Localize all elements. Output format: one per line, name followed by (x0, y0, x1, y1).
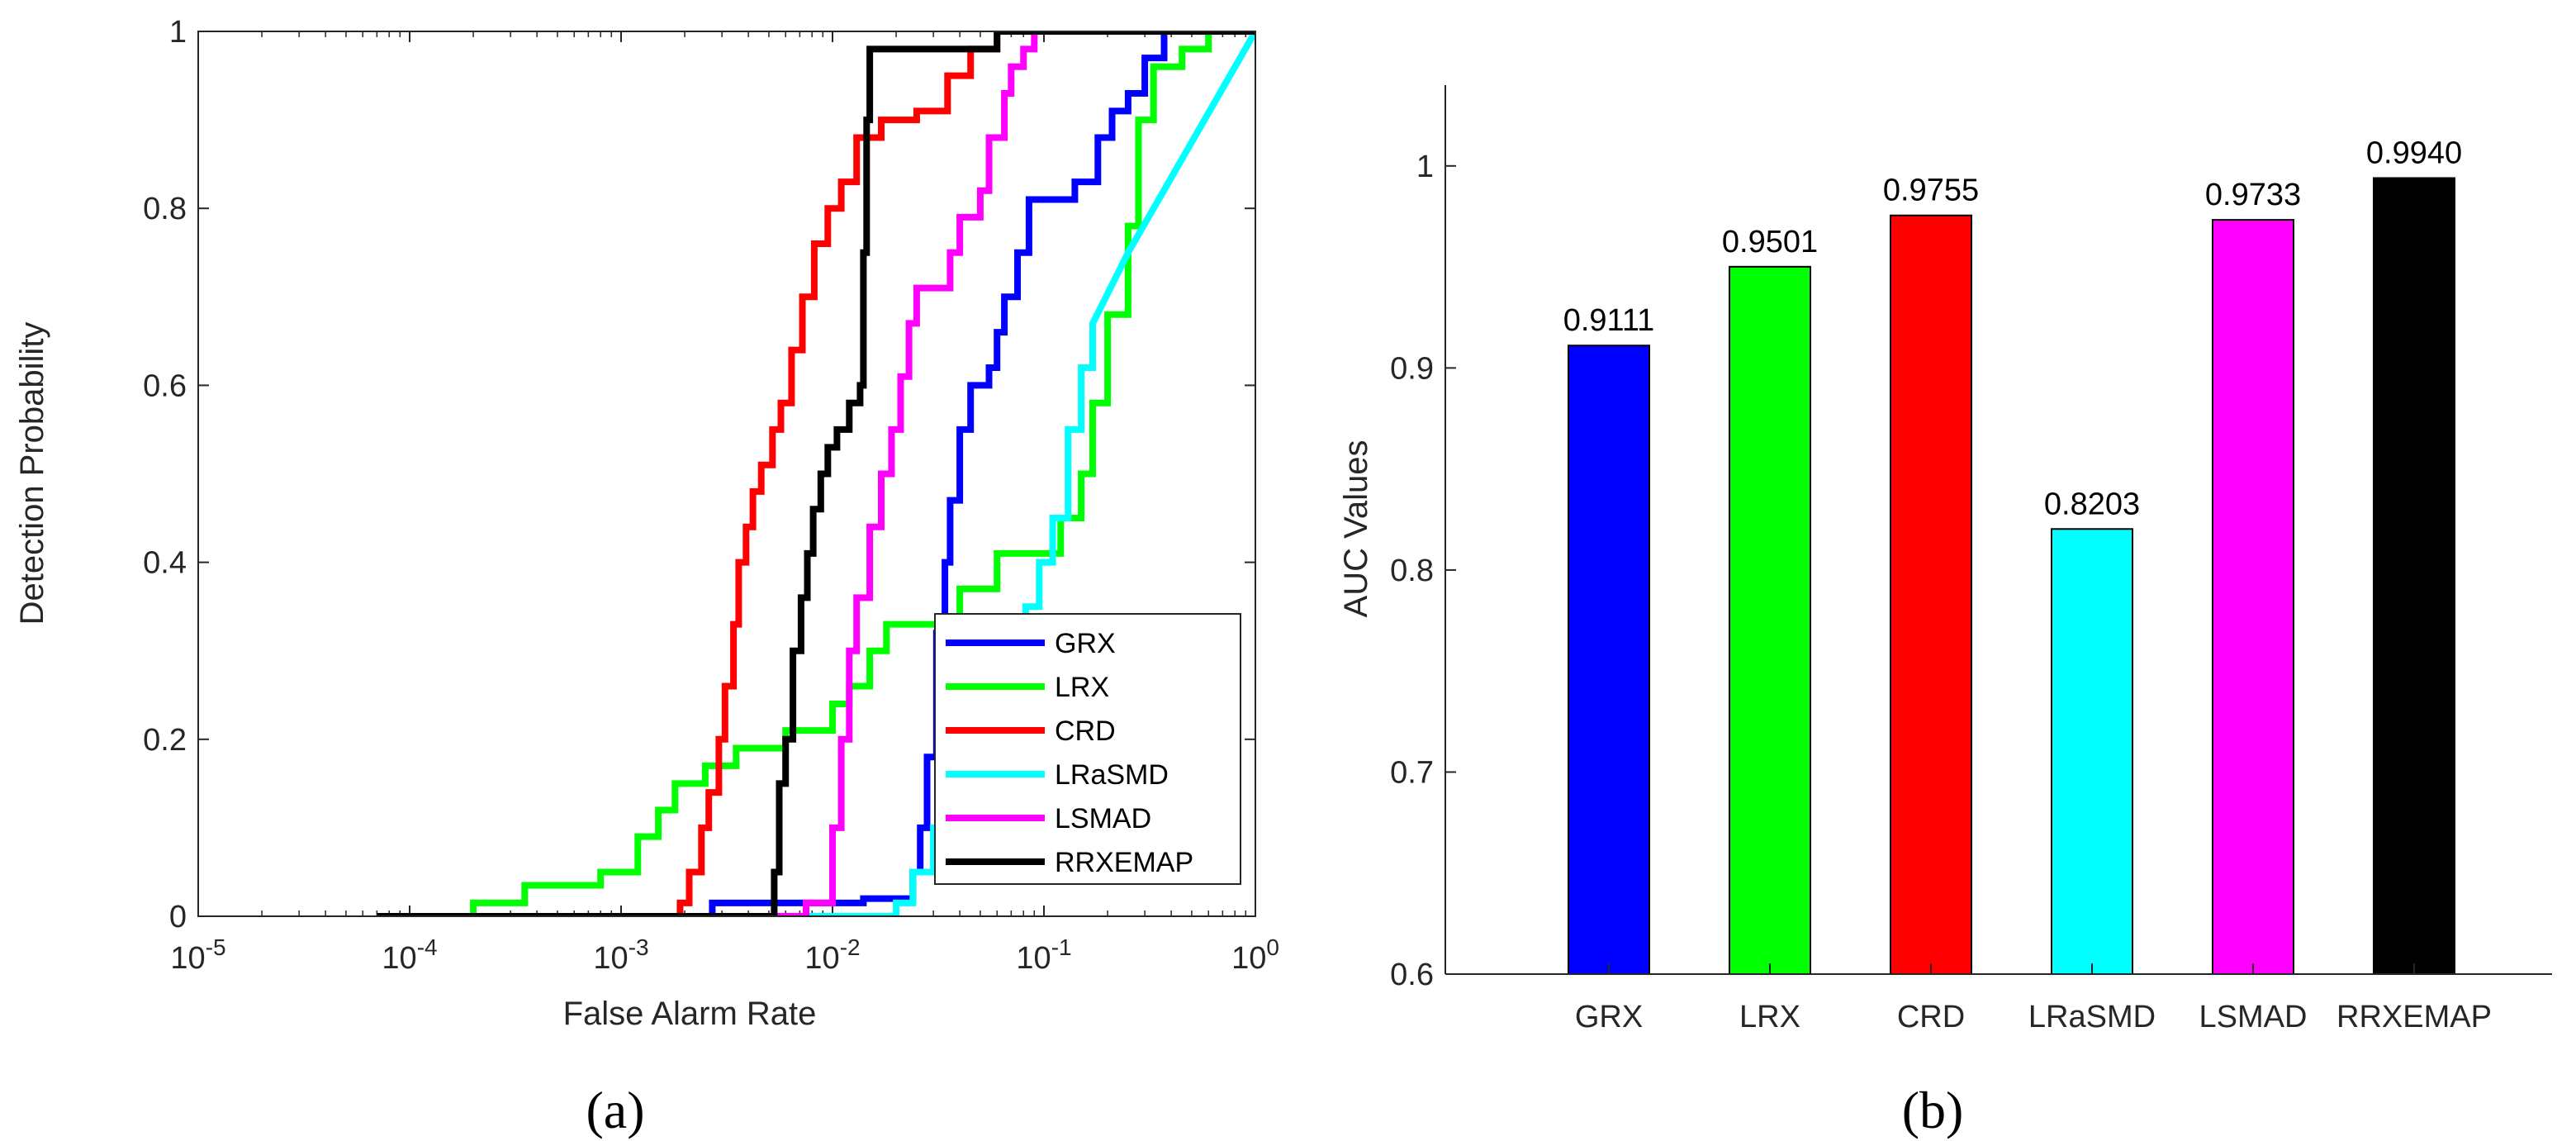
auc-y-tick-label: 0.9 (1390, 351, 1434, 386)
auc-category-label-lrx: LRX (1739, 1000, 1800, 1034)
roc-x-axis-label: False Alarm Rate (563, 996, 817, 1032)
roc-y-tick-label: 1 (169, 15, 187, 50)
auc-bars (1568, 177, 2455, 975)
auc-value-label-lrasmd: 0.8203 (2044, 487, 2140, 521)
auc-value-label-grx: 0.9111 (1563, 303, 1655, 338)
legend-label-crd: CRD (1055, 716, 1116, 747)
legend-label-lrasmd: LRaSMD (1055, 759, 1169, 791)
auc-value-label-lrx: 0.9501 (1722, 225, 1818, 259)
roc-line-lrx (377, 31, 1255, 916)
legend-label-lsmad: LSMAD (1055, 803, 1151, 834)
roc-x-tick-label: 100 (1231, 934, 1279, 976)
roc-line-lsmad (377, 31, 1255, 916)
auc-category-labels: GRX LRX CRD LRaSMD LSMAD RRXEMAP (1575, 963, 2492, 1034)
auc-value-label-lsmad: 0.9733 (2205, 178, 2301, 212)
auc-bar-rrxemap (2373, 177, 2455, 975)
auc-bar-grx (1568, 345, 1650, 975)
roc-legend: GRX LRX CRD LRaSMD LSMAD RRXEMAP (934, 613, 1241, 885)
auc-y-tick-label: 0.8 (1390, 554, 1434, 588)
auc-category-label-crd: CRD (1897, 1000, 1965, 1034)
legend-label-rrxemap: RRXEMAP (1055, 847, 1193, 878)
roc-x-tick-label: 10-4 (382, 934, 437, 976)
auc-y-tick-label: 1 (1416, 150, 1434, 184)
roc-y-tick-label: 0 (169, 900, 187, 934)
roc-chart: 10-5 10-4 10-3 10-2 10-1 100 0 0.2 0.4 0.6 0.8 1 F… (14, 15, 1279, 1139)
auc-category-label-rrxemap: RRXEMAP (2336, 1000, 2492, 1034)
panel-b-label: (b) (1902, 1081, 1964, 1139)
auc-bar-crd (1890, 214, 1972, 975)
roc-line-grx (377, 31, 1255, 916)
auc-y-tick-label: 0.6 (1390, 958, 1434, 992)
auc-category-label-grx: GRX (1575, 1000, 1643, 1034)
roc-y-tick-label: 0.8 (143, 192, 187, 226)
auc-category-label-lsmad: LSMAD (2199, 1000, 2308, 1034)
legend-label-grx: GRX (1055, 628, 1116, 659)
auc-value-labels: 0.9111 0.9501 0.9755 0.8203 0.9733 0.9940 (1563, 135, 2462, 521)
roc-axes-box (197, 31, 1256, 917)
roc-x-tick-label: 10-3 (593, 934, 648, 976)
roc-y-tick-label: 0.6 (143, 368, 187, 403)
roc-line-rrxemap (377, 31, 1255, 916)
roc-y-axis-label: Detection Probability (14, 322, 50, 625)
roc-y-tick-label: 0.4 (143, 546, 187, 581)
auc-y-tick-label: 0.7 (1390, 755, 1434, 790)
roc-line-crd (377, 31, 1255, 916)
roc-x-tick-label: 10-2 (804, 934, 860, 976)
auc-y-ticks: 0.6 0.7 0.8 0.9 1 (1390, 150, 1456, 992)
auc-bar-lrx (1729, 265, 1811, 975)
auc-bar-lrasmd (2051, 528, 2133, 975)
roc-x-tick-label: 10-5 (170, 934, 225, 976)
roc-y-tick-label: 0.2 (143, 723, 187, 758)
auc-bar-lsmad (2212, 219, 2294, 975)
roc-y-ticks: 0 0.2 0.4 0.6 0.8 1 (143, 15, 1255, 934)
auc-bar-chart: 0.60.70.80.91 0.91110.95010.97550.82030.… (1338, 85, 2552, 1139)
auc-value-label-crd: 0.9755 (1883, 174, 1979, 208)
roc-legend-box (934, 613, 1241, 885)
roc-series-lines (377, 31, 1255, 916)
legend-label-lrx: LRX (1055, 672, 1109, 703)
auc-value-label-rrxemap: 0.9940 (2366, 135, 2462, 170)
panel-a-label: (a) (586, 1081, 644, 1139)
auc-y-axis-label: AUC Values (1338, 440, 1374, 618)
auc-category-label-lrasmd: LRaSMD (2028, 1000, 2156, 1034)
roc-x-tick-label: 10-1 (1016, 934, 1071, 976)
